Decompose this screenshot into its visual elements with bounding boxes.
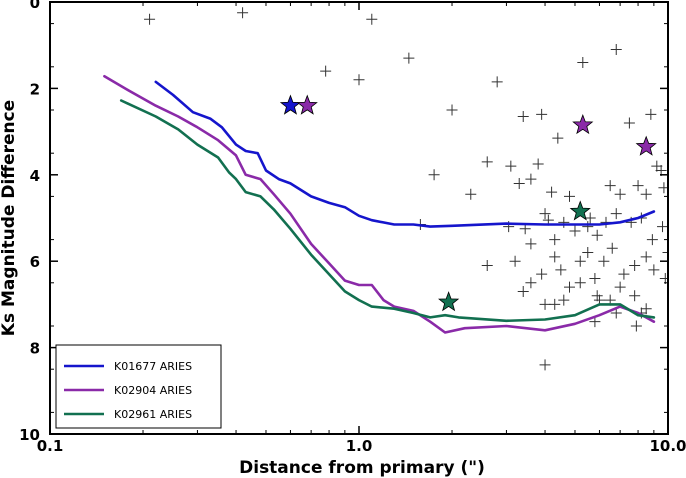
scatter-cross: [584, 212, 596, 224]
scatter-cross: [558, 216, 570, 228]
axis-ticks: [49, 1, 669, 435]
scatter-cross: [481, 156, 493, 168]
scatter-cross: [589, 272, 601, 284]
scatter-cross: [657, 221, 668, 233]
scatter-cross: [662, 247, 668, 259]
scatter-cross: [465, 188, 477, 200]
scatter-cross: [623, 117, 635, 129]
scatter-cross: [604, 180, 616, 192]
y-tick-label: 2: [30, 80, 40, 98]
star-marker-k02961-aries: [569, 200, 591, 221]
scatter-cross: [659, 272, 668, 284]
scatter-cross: [606, 242, 618, 254]
scatter-cross: [539, 298, 551, 310]
legend: K01677 ARIES K02904 ARIES K02961 ARIES: [55, 344, 222, 429]
scatter-cross: [569, 225, 581, 237]
scatter-cross: [564, 281, 576, 293]
scatter-cross: [536, 108, 548, 120]
scatter-cross: [549, 234, 561, 246]
scatter-cross: [564, 190, 576, 202]
star-marker-k01677-aries: [279, 94, 302, 115]
scatter-cross: [614, 281, 626, 293]
y-axis-label: Ks Magnitude Difference: [0, 100, 19, 336]
scatter-cross: [648, 264, 660, 276]
scatter-cross: [614, 188, 626, 200]
legend-label: K02904 ARIES: [114, 384, 192, 397]
series-line-k02904-aries: [103, 75, 656, 334]
scatter-cross: [618, 268, 630, 280]
y-tick-label: 6: [30, 253, 40, 271]
x-axis-label: Distance from primary ("): [239, 458, 485, 478]
scatter-cross: [353, 74, 365, 86]
scatter-cross: [491, 76, 503, 88]
scatter-cross: [525, 173, 537, 185]
star-markers: [279, 94, 657, 312]
scatter-cross: [574, 277, 586, 289]
scatter-cross: [591, 290, 603, 302]
scatter-cross: [555, 264, 567, 276]
scatter-cross: [144, 13, 156, 25]
scatter-cross: [651, 160, 663, 172]
scatter-cross: [645, 108, 657, 120]
x-tick-label: 10.0: [649, 437, 686, 455]
scatter-cross: [577, 56, 589, 68]
scatter-cross: [446, 104, 458, 116]
scatter-cross: [539, 208, 551, 220]
scatter-cross: [558, 294, 570, 306]
scatter-cross: [517, 110, 529, 122]
star-marker-k02904-aries: [296, 94, 318, 115]
series-line-k02961-aries: [119, 99, 656, 323]
y-tick-label: 0: [30, 0, 40, 12]
scatter-cross: [536, 268, 548, 280]
scatter-cross: [403, 52, 415, 64]
scatter-cross: [582, 221, 594, 233]
scatter-cross: [640, 188, 652, 200]
star-marker-k02904-aries: [635, 135, 657, 156]
scatter-cross: [509, 255, 521, 267]
y-tick-label: 10: [19, 426, 40, 444]
scatter-cross: [320, 65, 332, 77]
scatter-cross: [640, 251, 652, 263]
scatter-cross: [513, 177, 525, 189]
scatter-cross: [629, 290, 641, 302]
scatter-cross: [549, 251, 561, 263]
star-marker-k02904-aries: [572, 113, 594, 135]
scatter-cross: [591, 229, 603, 241]
scatter-cross: [632, 180, 644, 192]
scatter-cross: [630, 320, 642, 332]
scatter-cross: [629, 260, 641, 272]
y-tick-label: 4: [30, 167, 40, 185]
series-line-k01677-aries: [154, 80, 656, 228]
scatter-cross: [539, 359, 551, 371]
scatter-cross: [525, 277, 537, 289]
scatter-cross: [610, 44, 622, 56]
scatter-cross: [582, 247, 594, 259]
scatter-cross: [549, 298, 561, 310]
scatter-cross: [532, 158, 544, 170]
x-tick-label: 0.1: [37, 437, 64, 455]
scatter-cross: [610, 208, 622, 220]
scatter-cross: [552, 132, 564, 144]
scatter-cross: [525, 238, 537, 250]
scatter-cross: [428, 169, 440, 181]
star-marker-k02961-aries: [438, 291, 460, 312]
legend-label: K01677 ARIES: [114, 360, 192, 373]
scatter-cross: [546, 186, 558, 198]
scatter-cross: [237, 7, 249, 19]
scatter-cross: [574, 255, 586, 267]
scatter-cross: [598, 255, 610, 267]
axis-tick-labels: 0.1 1.0 10.0 0 2 4 6 8 10: [19, 0, 686, 455]
scatter-cross: [366, 13, 378, 25]
scatter-cross: [640, 303, 652, 315]
series-lines: [103, 75, 656, 334]
x-tick-label: 1.0: [346, 437, 373, 455]
scatter-cross: [481, 260, 493, 272]
scatter-cross: [517, 285, 529, 297]
scatter-cross: [505, 160, 517, 172]
legend-label: K02961 ARIES: [114, 408, 192, 421]
scatter-crosses: [144, 7, 668, 371]
y-tick-label: 8: [30, 340, 40, 358]
scatter-cross: [646, 234, 658, 246]
